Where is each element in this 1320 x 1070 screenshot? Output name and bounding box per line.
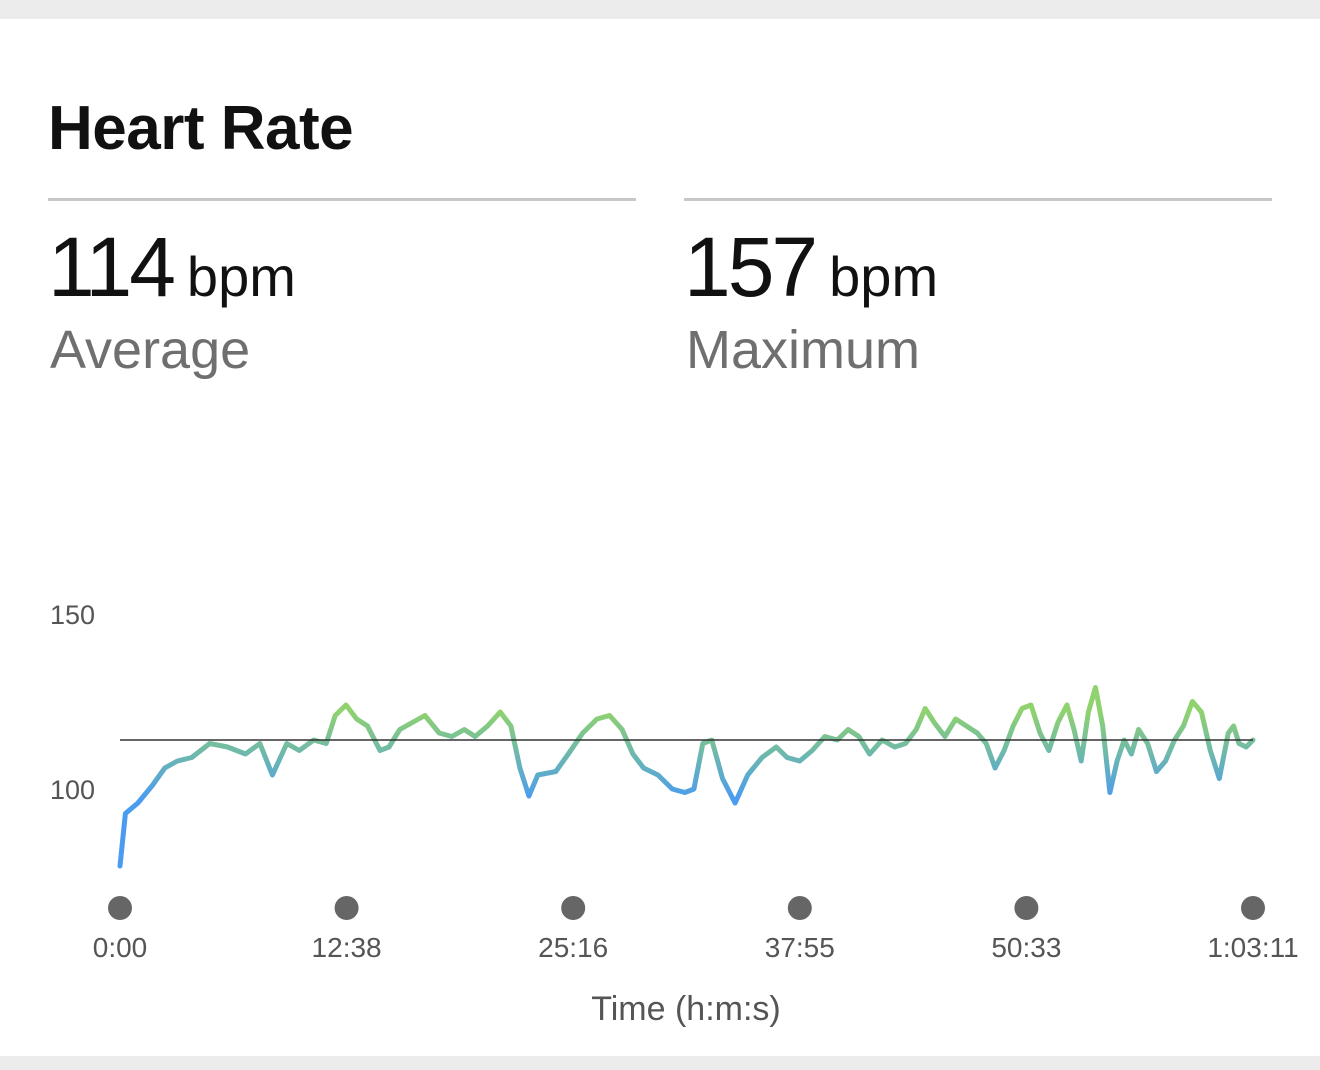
maximum-unit: bpm xyxy=(829,245,939,308)
x-tick-dot xyxy=(108,896,132,920)
average-stat: 114 bpm Average xyxy=(48,198,636,380)
x-tick-dot xyxy=(787,896,812,920)
x-tick-dot xyxy=(334,896,359,920)
x-tick-dot xyxy=(561,896,586,920)
x-tick-label: 37:55 xyxy=(765,932,835,963)
y-tick-label-100: 100 xyxy=(50,775,95,805)
x-tick-label: 1:03:11 xyxy=(1207,932,1298,963)
heart-rate-card: Heart Rate 114 bpm Average 157 bpm Maximum xyxy=(0,19,1320,1056)
x-tick-label: 25:16 xyxy=(538,932,608,963)
average-value: 114 xyxy=(48,220,176,314)
maximum-value: 157 xyxy=(684,220,818,314)
x-tick-label: 50:33 xyxy=(991,932,1061,963)
maximum-stat: 157 bpm Maximum xyxy=(684,198,1272,380)
x-axis-title: Time (h:m:s) xyxy=(591,990,781,1028)
x-tick-dot xyxy=(1014,896,1039,920)
heart-rate-line xyxy=(117,685,1256,869)
x-tick-label: 12:38 xyxy=(312,932,382,963)
x-tick-label: 0:00 xyxy=(93,932,148,963)
maximum-label: Maximum xyxy=(686,320,921,380)
average-unit: bpm xyxy=(186,245,296,308)
card-title: Heart Rate xyxy=(48,94,354,163)
average-label: Average xyxy=(50,320,251,380)
x-tick-dot xyxy=(1241,896,1265,920)
y-tick-label-150: 150 xyxy=(50,600,95,630)
